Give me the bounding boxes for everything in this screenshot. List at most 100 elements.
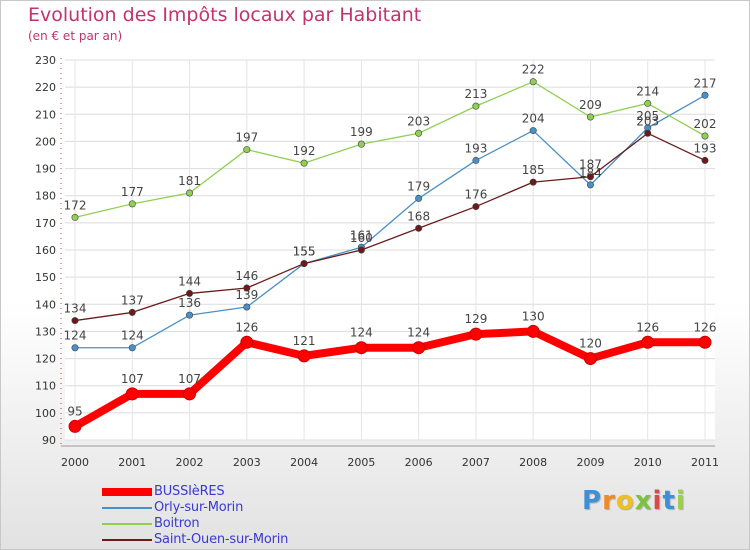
data-point	[357, 246, 365, 254]
data-point	[529, 127, 537, 135]
data-label: 172	[64, 198, 87, 212]
series-line	[74, 132, 706, 322]
data-point	[644, 129, 652, 137]
data-point	[586, 181, 594, 189]
data-point	[701, 132, 709, 140]
y-tick-label: 200	[35, 135, 56, 148]
data-label: 176	[464, 188, 487, 202]
brand-letter: x	[634, 486, 653, 516]
data-point	[469, 327, 483, 341]
data-label: 203	[407, 114, 430, 128]
y-tick-label: 150	[35, 271, 56, 284]
data-label: 95	[67, 404, 82, 418]
data-label: 121	[293, 334, 316, 348]
data-point	[526, 324, 540, 338]
data-point	[243, 284, 251, 292]
data-label: 139	[235, 288, 258, 302]
x-tick-label: 2005	[347, 456, 375, 469]
data-point	[701, 91, 709, 99]
x-tick-label: 2009	[576, 456, 604, 469]
data-label: 134	[64, 302, 87, 316]
data-label: 177	[121, 185, 144, 199]
brand-letter: P	[582, 486, 603, 516]
legend-swatch	[102, 539, 152, 541]
y-tick-label: 220	[35, 81, 56, 94]
data-point	[472, 156, 480, 164]
data-point	[586, 173, 594, 181]
data-point	[240, 335, 254, 349]
data-label: 193	[694, 141, 717, 155]
legend-label: BUSSIèRES	[154, 484, 225, 499]
data-label: 144	[178, 274, 201, 288]
data-point	[68, 419, 82, 433]
y-tick-label: 230	[35, 54, 56, 67]
data-label: 181	[178, 174, 201, 188]
data-label: 222	[522, 63, 545, 77]
data-label: 209	[579, 98, 602, 112]
x-tick-label: 2000	[61, 456, 89, 469]
y-tick-label: 100	[35, 407, 56, 420]
y-tick-label: 140	[35, 298, 56, 311]
data-label: 199	[350, 125, 373, 139]
data-label: 137	[121, 293, 144, 307]
data-label: 129	[464, 312, 487, 326]
brand-logo: Proxiti	[582, 486, 686, 516]
data-label: 161	[350, 228, 373, 242]
data-point	[71, 317, 79, 325]
data-point	[354, 341, 368, 355]
data-label: 184	[579, 166, 602, 180]
y-tick-label: 170	[35, 217, 56, 230]
data-label: 120	[579, 337, 602, 351]
data-label: 124	[350, 326, 373, 340]
data-point	[71, 344, 79, 352]
legend-label: Boitron	[154, 516, 200, 531]
x-tick-label: 2003	[233, 456, 261, 469]
legend-label: Orly-sur-Morin	[154, 500, 244, 515]
data-point	[583, 352, 597, 366]
data-label: 185	[522, 163, 545, 177]
data-label: 107	[178, 372, 201, 386]
brand-letter: t	[662, 486, 676, 516]
series-line	[74, 94, 706, 349]
x-tick-label: 2011	[691, 456, 719, 469]
x-tick-label: 2008	[519, 456, 547, 469]
data-point	[415, 224, 423, 232]
data-label: 126	[636, 320, 659, 334]
data-point	[412, 341, 426, 355]
data-point	[586, 113, 594, 121]
x-tick-label: 2010	[634, 456, 662, 469]
x-tick-label: 2007	[462, 456, 490, 469]
data-label: 155	[293, 245, 316, 259]
data-label: 187	[579, 158, 602, 172]
series-line	[71, 327, 709, 431]
data-label: 126	[235, 320, 258, 334]
y-tick-label: 190	[35, 163, 56, 176]
data-point	[128, 344, 136, 352]
data-label: 124	[121, 329, 144, 343]
data-point	[243, 146, 251, 154]
data-label: 130	[522, 309, 545, 323]
data-point	[243, 303, 251, 311]
data-point	[641, 335, 655, 349]
x-tick-label: 2004	[290, 456, 318, 469]
y-tick-label: 90	[42, 434, 56, 447]
data-point	[529, 78, 537, 86]
data-label: 202	[694, 117, 717, 131]
data-point	[300, 159, 308, 167]
data-point	[529, 178, 537, 186]
data-label: 168	[407, 209, 430, 223]
data-point	[186, 289, 194, 297]
data-label: 160	[350, 231, 373, 245]
data-point	[415, 194, 423, 202]
x-tick-label: 2002	[176, 456, 204, 469]
data-point	[297, 349, 311, 363]
data-label: 214	[636, 84, 659, 98]
data-point	[186, 189, 194, 197]
brand-letter: i	[675, 486, 686, 516]
data-label: 205	[636, 109, 659, 123]
data-point	[644, 99, 652, 107]
y-tick-label: 210	[35, 108, 56, 121]
legend-swatch	[102, 507, 152, 509]
legend-swatch	[102, 488, 152, 496]
